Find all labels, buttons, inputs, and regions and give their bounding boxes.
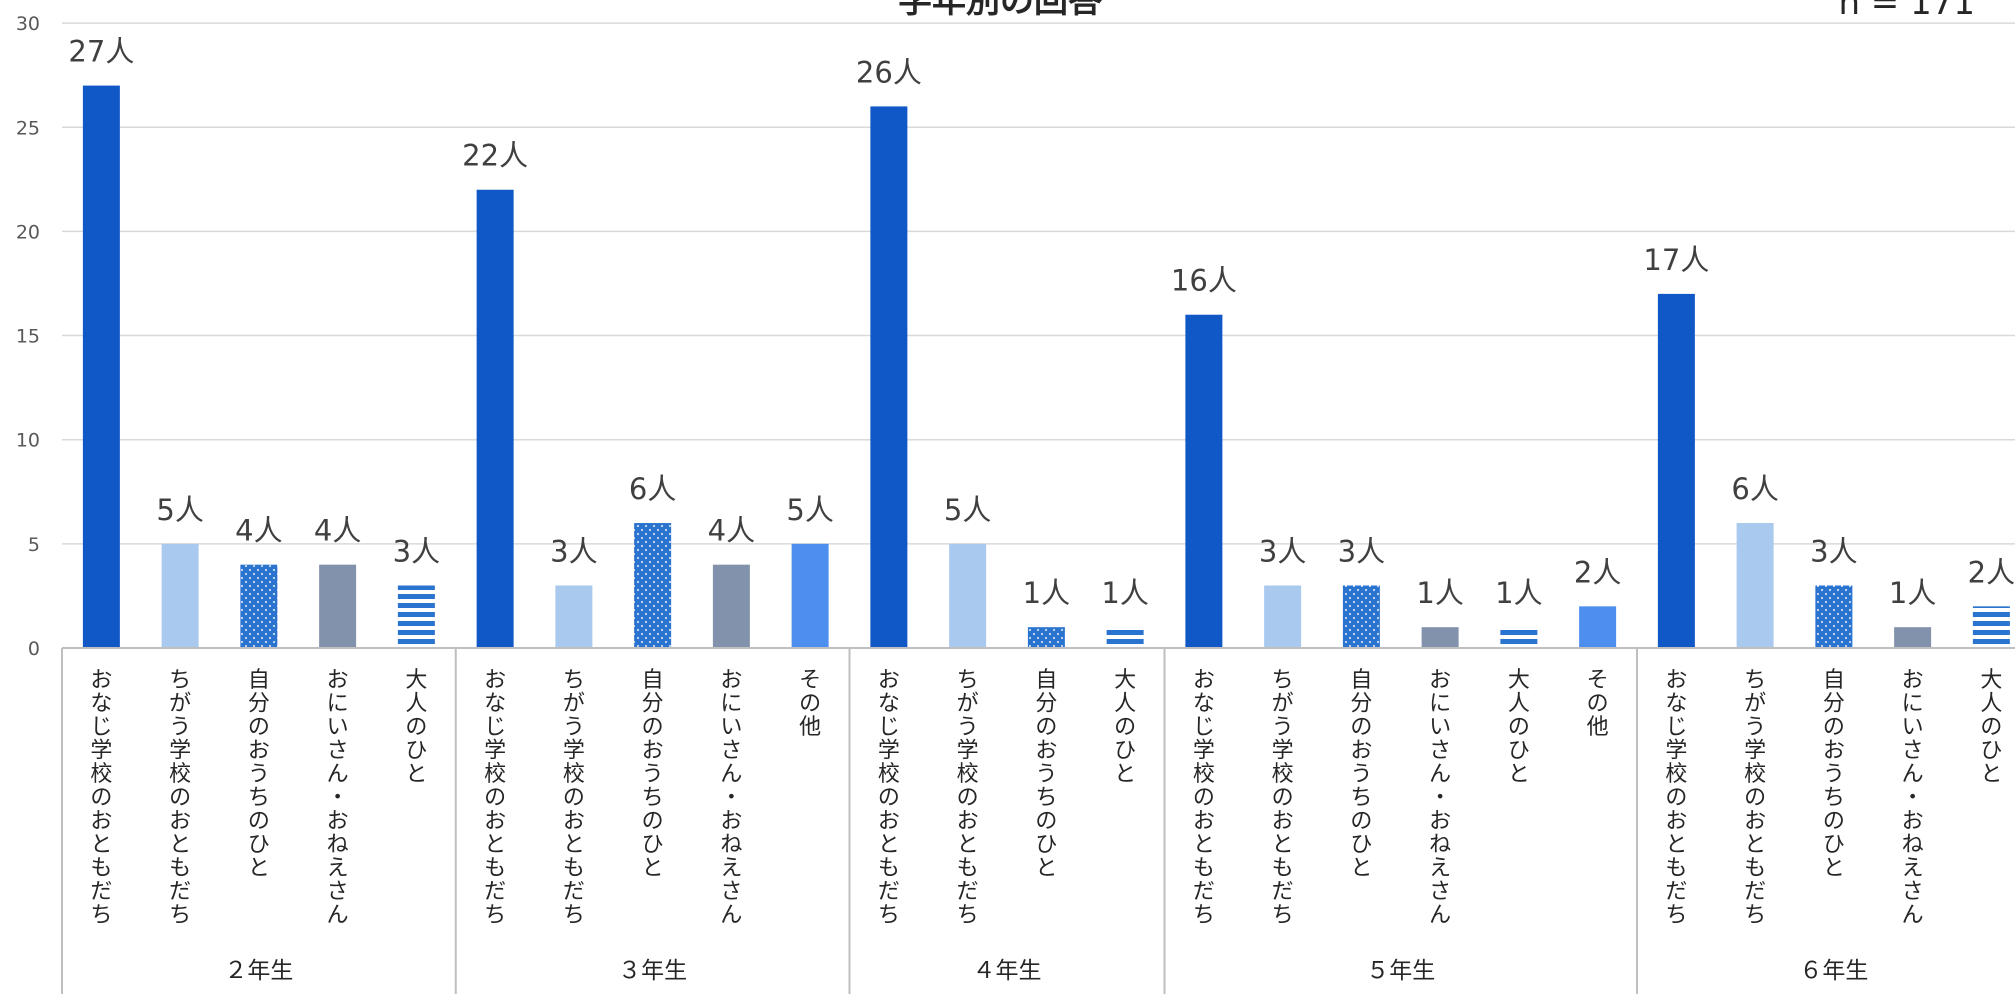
bar-value-label: 5人 <box>786 493 833 527</box>
bar <box>712 564 750 648</box>
bar-value-label: 3人 <box>1338 535 1385 569</box>
category-label: ちがう学校のおともだち <box>1272 668 1294 928</box>
bar-value-label: 4人 <box>708 514 755 548</box>
y-tick-label: 0 <box>28 638 40 660</box>
bar-value-label: 1人 <box>1023 576 1070 610</box>
category-label: ちがう学校のおともだち <box>1744 668 1766 928</box>
gridlines <box>62 22 2015 545</box>
group-label: ５年生 <box>1366 958 1435 984</box>
category-label: 自分のおうちのひと <box>1350 668 1372 881</box>
bar <box>949 543 987 648</box>
bar <box>397 585 435 648</box>
bar-value-label: 3人 <box>1810 535 1857 569</box>
category-label: おにいさん・おねえさん <box>720 668 742 928</box>
bar-value-label: 3人 <box>550 535 597 569</box>
bar-value-label: 1人 <box>1889 576 1936 610</box>
bar-value-label: 2人 <box>1574 555 1621 589</box>
data-labels: 27人 5人 4人 4人 3人 22人 3人 6人 4人 5人 26人 5人 1人 1人 16人 3人 3人 1人… <box>68 35 2015 611</box>
bar-value-label: 5人 <box>944 493 991 527</box>
chart-title: 学年別の回答 <box>898 0 1103 21</box>
y-tick-label: 25 <box>16 117 40 139</box>
bar-value-label: 1人 <box>1416 576 1463 610</box>
bar <box>1264 585 1302 648</box>
category-label: おなじ学校のおともだち <box>484 668 506 928</box>
bar <box>1421 627 1459 648</box>
category-label: おにいさん・おねえさん <box>1902 668 1924 928</box>
category-label: 大人のひと <box>405 668 427 787</box>
category-label: おなじ学校のおともだち <box>90 668 112 928</box>
group-label: ３年生 <box>618 958 687 984</box>
bar <box>161 543 199 648</box>
bar <box>555 585 593 648</box>
category-label: おなじ学校のおともだち <box>1193 668 1215 928</box>
category-label: 大人のひと <box>1114 668 1136 787</box>
bar-value-label: 6人 <box>629 472 676 506</box>
bar-value-label: 6人 <box>1731 472 1778 506</box>
bar <box>82 85 120 649</box>
bar <box>319 564 357 648</box>
group-label: ６年生 <box>1799 958 1868 984</box>
category-label: ちがう学校のおともだち <box>563 668 585 928</box>
bar <box>634 523 672 648</box>
bar <box>476 189 514 649</box>
bar <box>1657 293 1695 648</box>
bar <box>870 106 908 649</box>
bar <box>1027 627 1065 648</box>
bar-value-label: 22人 <box>462 139 528 173</box>
group-label: ２年生 <box>224 958 293 984</box>
y-tick-label: 15 <box>16 326 40 348</box>
y-tick-label: 10 <box>16 430 40 452</box>
bar-value-label: 26人 <box>856 55 922 89</box>
category-label: その他 <box>1587 668 1609 740</box>
bar <box>1894 627 1932 648</box>
category-label: 自分のおうちのひと <box>248 668 270 881</box>
bar <box>1106 627 1144 648</box>
y-tick-label: 20 <box>16 221 40 243</box>
category-label: 自分のおうちのひと <box>642 668 664 881</box>
bar-value-label: 4人 <box>314 514 361 548</box>
bar <box>1342 585 1380 648</box>
category-label: 大人のひと <box>1508 668 1530 787</box>
category-label: その他 <box>799 668 821 740</box>
category-label: ちがう学校のおともだち <box>169 668 191 928</box>
bar-value-label: 2人 <box>1968 555 2015 589</box>
bar <box>1579 606 1617 648</box>
category-label: 自分のおうちのひと <box>1035 668 1057 881</box>
y-tick-label: 30 <box>16 13 40 35</box>
category-label: おなじ学校のおともだち <box>878 668 900 928</box>
bar-value-label: 17人 <box>1643 243 1709 277</box>
bars <box>82 85 2010 649</box>
bar <box>791 543 829 648</box>
bar <box>1972 606 2010 648</box>
group-label: ４年生 <box>973 958 1042 984</box>
bar-value-label: 1人 <box>1101 576 1148 610</box>
bar <box>1815 585 1853 648</box>
bar <box>240 564 278 648</box>
axes: 0 5 10 15 20 25 30 おなじ学校のおともだち ちがう学校のおともだち 自分のおうち… <box>16 13 2015 994</box>
bar <box>1185 314 1223 648</box>
bar-value-label: 1人 <box>1495 576 1542 610</box>
category-label: 大人のひと <box>1980 668 2002 787</box>
bar-value-label: 16人 <box>1171 264 1237 298</box>
category-label: おにいさん・おねえさん <box>327 668 349 928</box>
category-label: おにいさん・おねえさん <box>1429 668 1451 928</box>
bar <box>1500 627 1538 648</box>
bar-value-label: 4人 <box>235 514 282 548</box>
category-label: ちがう学校のおともだち <box>957 668 979 928</box>
bar-value-label: 27人 <box>68 35 134 69</box>
bar <box>1736 523 1774 648</box>
sample-size-label: n = 171 <box>1838 0 1975 23</box>
y-tick-label: 5 <box>28 534 40 556</box>
category-label: 自分のおうちのひと <box>1823 668 1845 881</box>
bar-value-label: 3人 <box>393 535 440 569</box>
category-label: おなじ学校のおともだち <box>1665 668 1687 928</box>
bar-value-label: 5人 <box>156 493 203 527</box>
bar-value-label: 3人 <box>1259 535 1306 569</box>
